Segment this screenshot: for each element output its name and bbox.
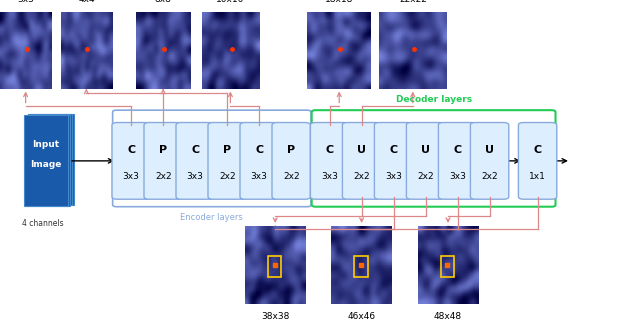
Text: C: C	[454, 146, 461, 155]
Text: 2x2: 2x2	[417, 172, 434, 181]
Text: P: P	[223, 146, 231, 155]
Text: 18x18: 18x18	[325, 0, 353, 4]
FancyBboxPatch shape	[406, 123, 445, 199]
Text: 22x22: 22x22	[399, 0, 427, 4]
Text: Encoder layers: Encoder layers	[180, 213, 243, 222]
FancyBboxPatch shape	[24, 115, 68, 206]
FancyBboxPatch shape	[240, 123, 278, 199]
Text: U: U	[421, 146, 430, 155]
FancyBboxPatch shape	[342, 123, 381, 199]
Text: 3x3: 3x3	[123, 172, 140, 181]
FancyBboxPatch shape	[28, 114, 72, 205]
Text: 2x2: 2x2	[155, 172, 172, 181]
Text: 3x3: 3x3	[17, 0, 34, 4]
FancyBboxPatch shape	[310, 123, 349, 199]
Text: 2x2: 2x2	[283, 172, 300, 181]
Text: C: C	[534, 146, 541, 155]
FancyBboxPatch shape	[272, 123, 310, 199]
Text: 2x2: 2x2	[353, 172, 370, 181]
Text: Decoder layers: Decoder layers	[396, 95, 472, 104]
Text: 46x46: 46x46	[348, 312, 376, 321]
Text: 3x3: 3x3	[321, 172, 338, 181]
Text: 2x2: 2x2	[219, 172, 236, 181]
Text: Image: Image	[30, 160, 62, 169]
FancyBboxPatch shape	[112, 123, 150, 199]
Text: 4x4: 4x4	[78, 0, 95, 4]
FancyBboxPatch shape	[470, 123, 509, 199]
Text: Input: Input	[33, 140, 60, 149]
Text: P: P	[287, 146, 295, 155]
FancyBboxPatch shape	[26, 115, 70, 206]
Text: C: C	[390, 146, 397, 155]
FancyBboxPatch shape	[208, 123, 246, 199]
Text: 3x3: 3x3	[449, 172, 466, 181]
Text: C: C	[326, 146, 333, 155]
FancyBboxPatch shape	[144, 123, 182, 199]
Text: C: C	[255, 146, 263, 155]
Text: C: C	[127, 146, 135, 155]
FancyBboxPatch shape	[30, 114, 74, 205]
Text: P: P	[159, 146, 167, 155]
Text: 3x3: 3x3	[385, 172, 402, 181]
Text: U: U	[357, 146, 366, 155]
Text: 38x38: 38x38	[261, 312, 289, 321]
Text: 2x2: 2x2	[481, 172, 498, 181]
FancyBboxPatch shape	[518, 123, 557, 199]
Text: 4 channels: 4 channels	[22, 219, 64, 228]
Text: C: C	[191, 146, 199, 155]
Text: 3x3: 3x3	[251, 172, 268, 181]
FancyBboxPatch shape	[176, 123, 214, 199]
Text: 10x10: 10x10	[216, 0, 244, 4]
Text: 1x1: 1x1	[529, 172, 546, 181]
Text: 48x48: 48x48	[434, 312, 462, 321]
Text: U: U	[485, 146, 494, 155]
FancyBboxPatch shape	[374, 123, 413, 199]
FancyBboxPatch shape	[438, 123, 477, 199]
Text: 3x3: 3x3	[187, 172, 204, 181]
Text: 8x8: 8x8	[155, 0, 172, 4]
